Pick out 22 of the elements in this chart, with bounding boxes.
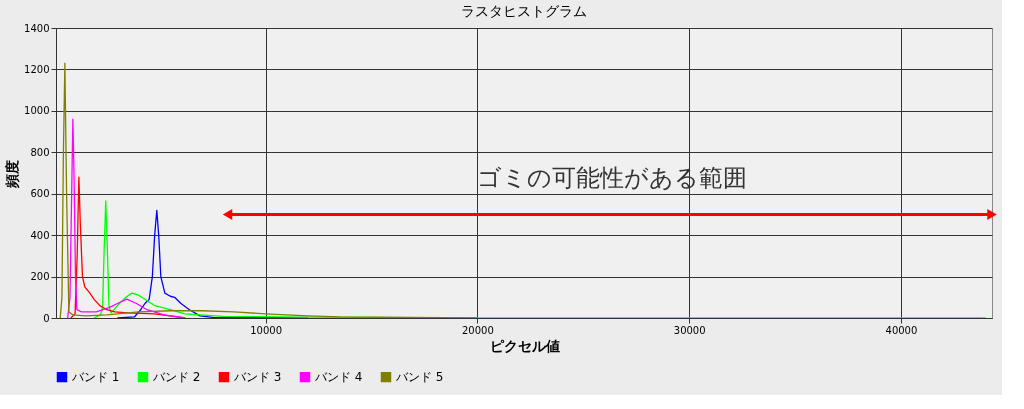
x-tick-label: 30000 <box>673 324 706 336</box>
legend-label: バンド 4 <box>314 370 363 385</box>
y-tick-label: 800 <box>30 146 50 158</box>
y-tick-label: 200 <box>30 271 50 283</box>
legend-label: バンド 2 <box>152 370 201 385</box>
y-tick-label: 1000 <box>24 105 50 117</box>
x-tick-label: 10000 <box>250 324 283 336</box>
y-tick-label: 600 <box>30 188 50 200</box>
line-series <box>59 62 479 318</box>
y-tick-label: 400 <box>30 229 50 241</box>
x-tick-label: 40000 <box>885 324 918 336</box>
line-series <box>67 118 186 318</box>
legend-label: バンド 5 <box>395 370 444 385</box>
y-axis-title: 頻度 <box>4 159 21 189</box>
legend-label: バンド 3 <box>233 370 282 385</box>
x-axis-title: ピクセル値 <box>489 337 560 354</box>
legend-label: バンド 1 <box>71 370 120 385</box>
chart-title: ラスタヒストグラム <box>461 3 587 19</box>
x-tick-label: 20000 <box>462 324 494 336</box>
y-tick-label: 1400 <box>24 22 50 34</box>
y-tick-label: 0 <box>43 312 50 324</box>
y-tick-label: 1200 <box>24 63 50 75</box>
